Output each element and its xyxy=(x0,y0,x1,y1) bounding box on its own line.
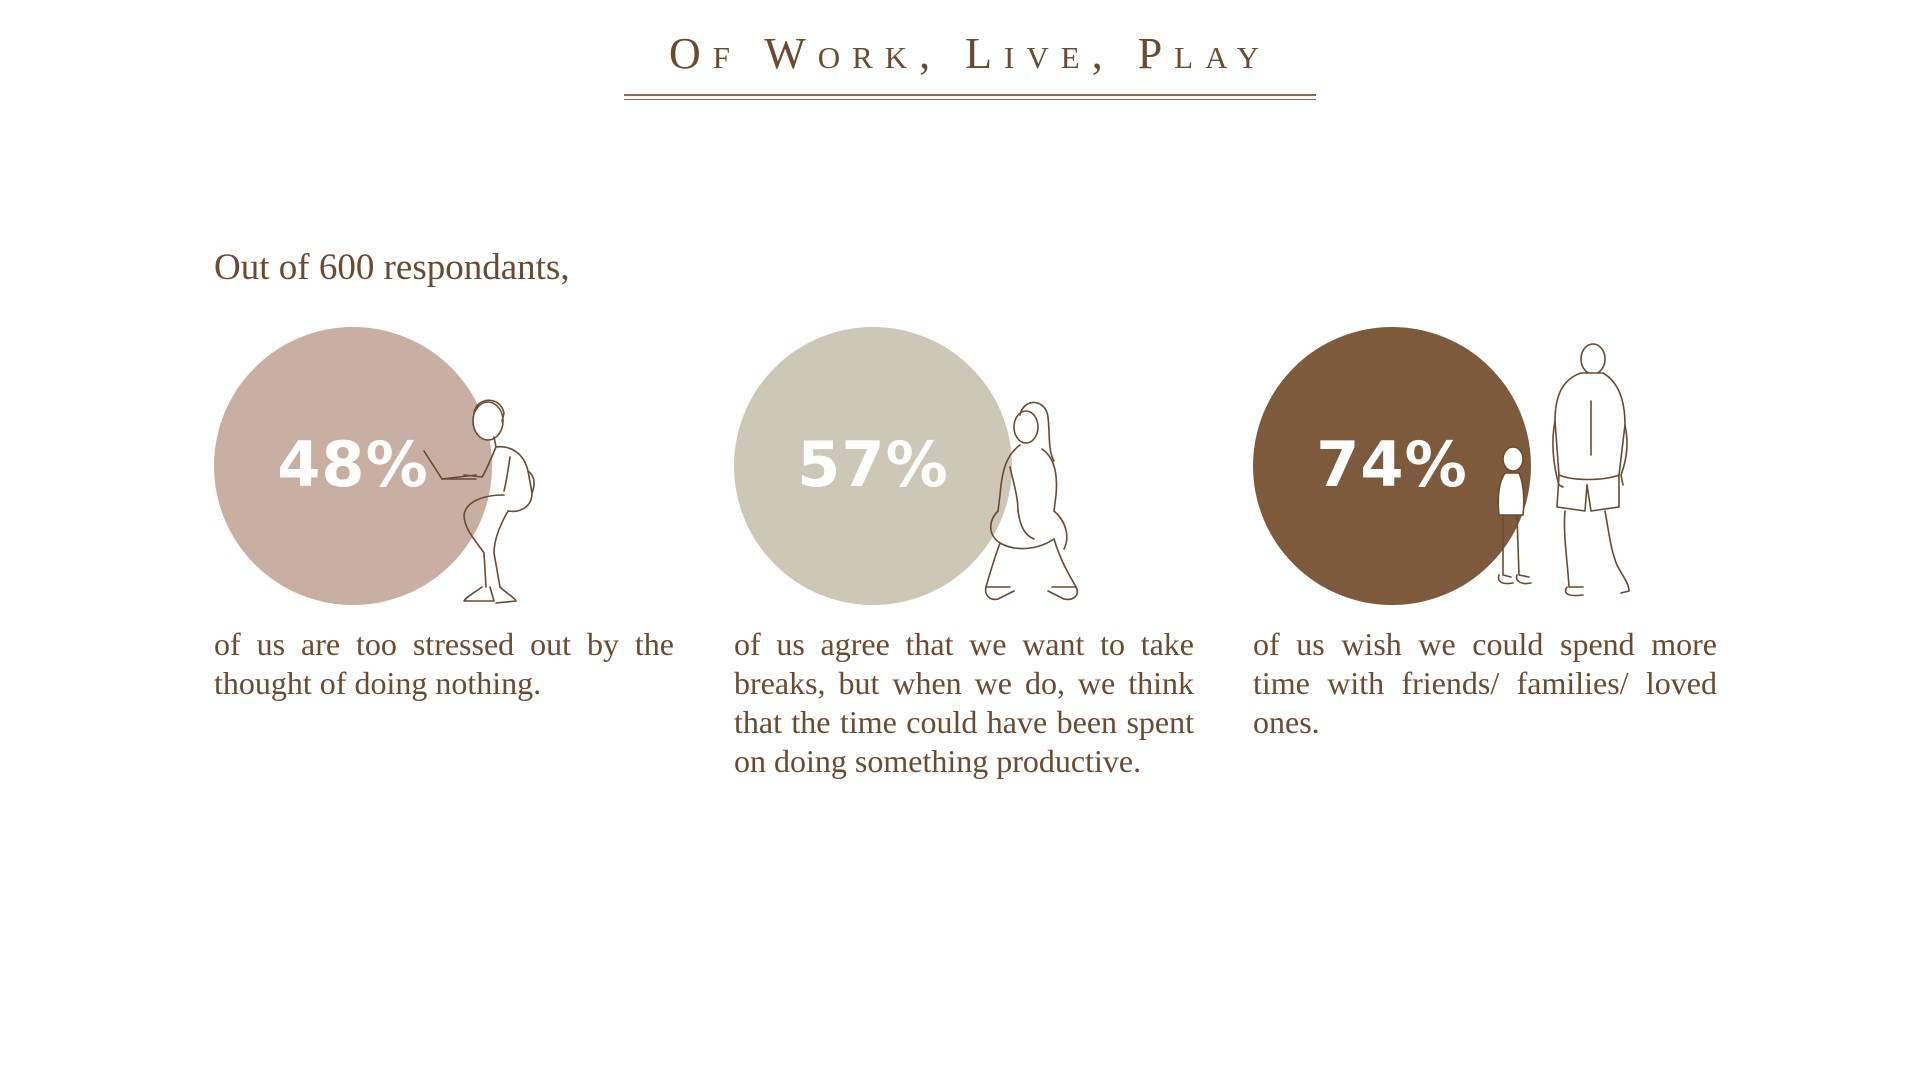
stat-card-stressed: 48% of us are too stressed out by the th… xyxy=(214,325,684,703)
person-with-laptop-icon xyxy=(423,399,535,604)
stat-circle xyxy=(214,327,492,605)
page-title: Of Work, Live, Play xyxy=(668,29,1272,78)
stat-description: of us wish we could spend more time with… xyxy=(1253,626,1717,740)
stat-description: of us are too stressed out by the though… xyxy=(214,626,674,701)
seated-woman-icon xyxy=(984,401,1079,601)
stat-figure: 74% xyxy=(1253,325,1723,610)
stat-circle xyxy=(1253,327,1531,605)
stat-percent: 74% xyxy=(1316,428,1468,501)
title-underline-secondary xyxy=(624,99,1316,100)
stat-circle xyxy=(734,327,1012,605)
stat-figure: 48% xyxy=(214,325,684,610)
stat-percent: 48% xyxy=(277,428,429,501)
stat-percent: 57% xyxy=(797,428,949,501)
stat-card-loved-ones: 74% of us wish we could spend more time … xyxy=(1253,325,1723,742)
page-header: Of Work, Live, Play xyxy=(624,26,1316,100)
stat-card-breaks: 57% of us agree that we want to take bre… xyxy=(734,325,1204,781)
parent-and-child-icon xyxy=(1497,343,1630,597)
stat-figure: 57% xyxy=(734,325,1204,610)
stat-description: of us agree that we want to take breaks,… xyxy=(734,626,1194,779)
intro-text: Out of 600 respondants, xyxy=(214,247,570,288)
title-underline xyxy=(624,94,1316,96)
